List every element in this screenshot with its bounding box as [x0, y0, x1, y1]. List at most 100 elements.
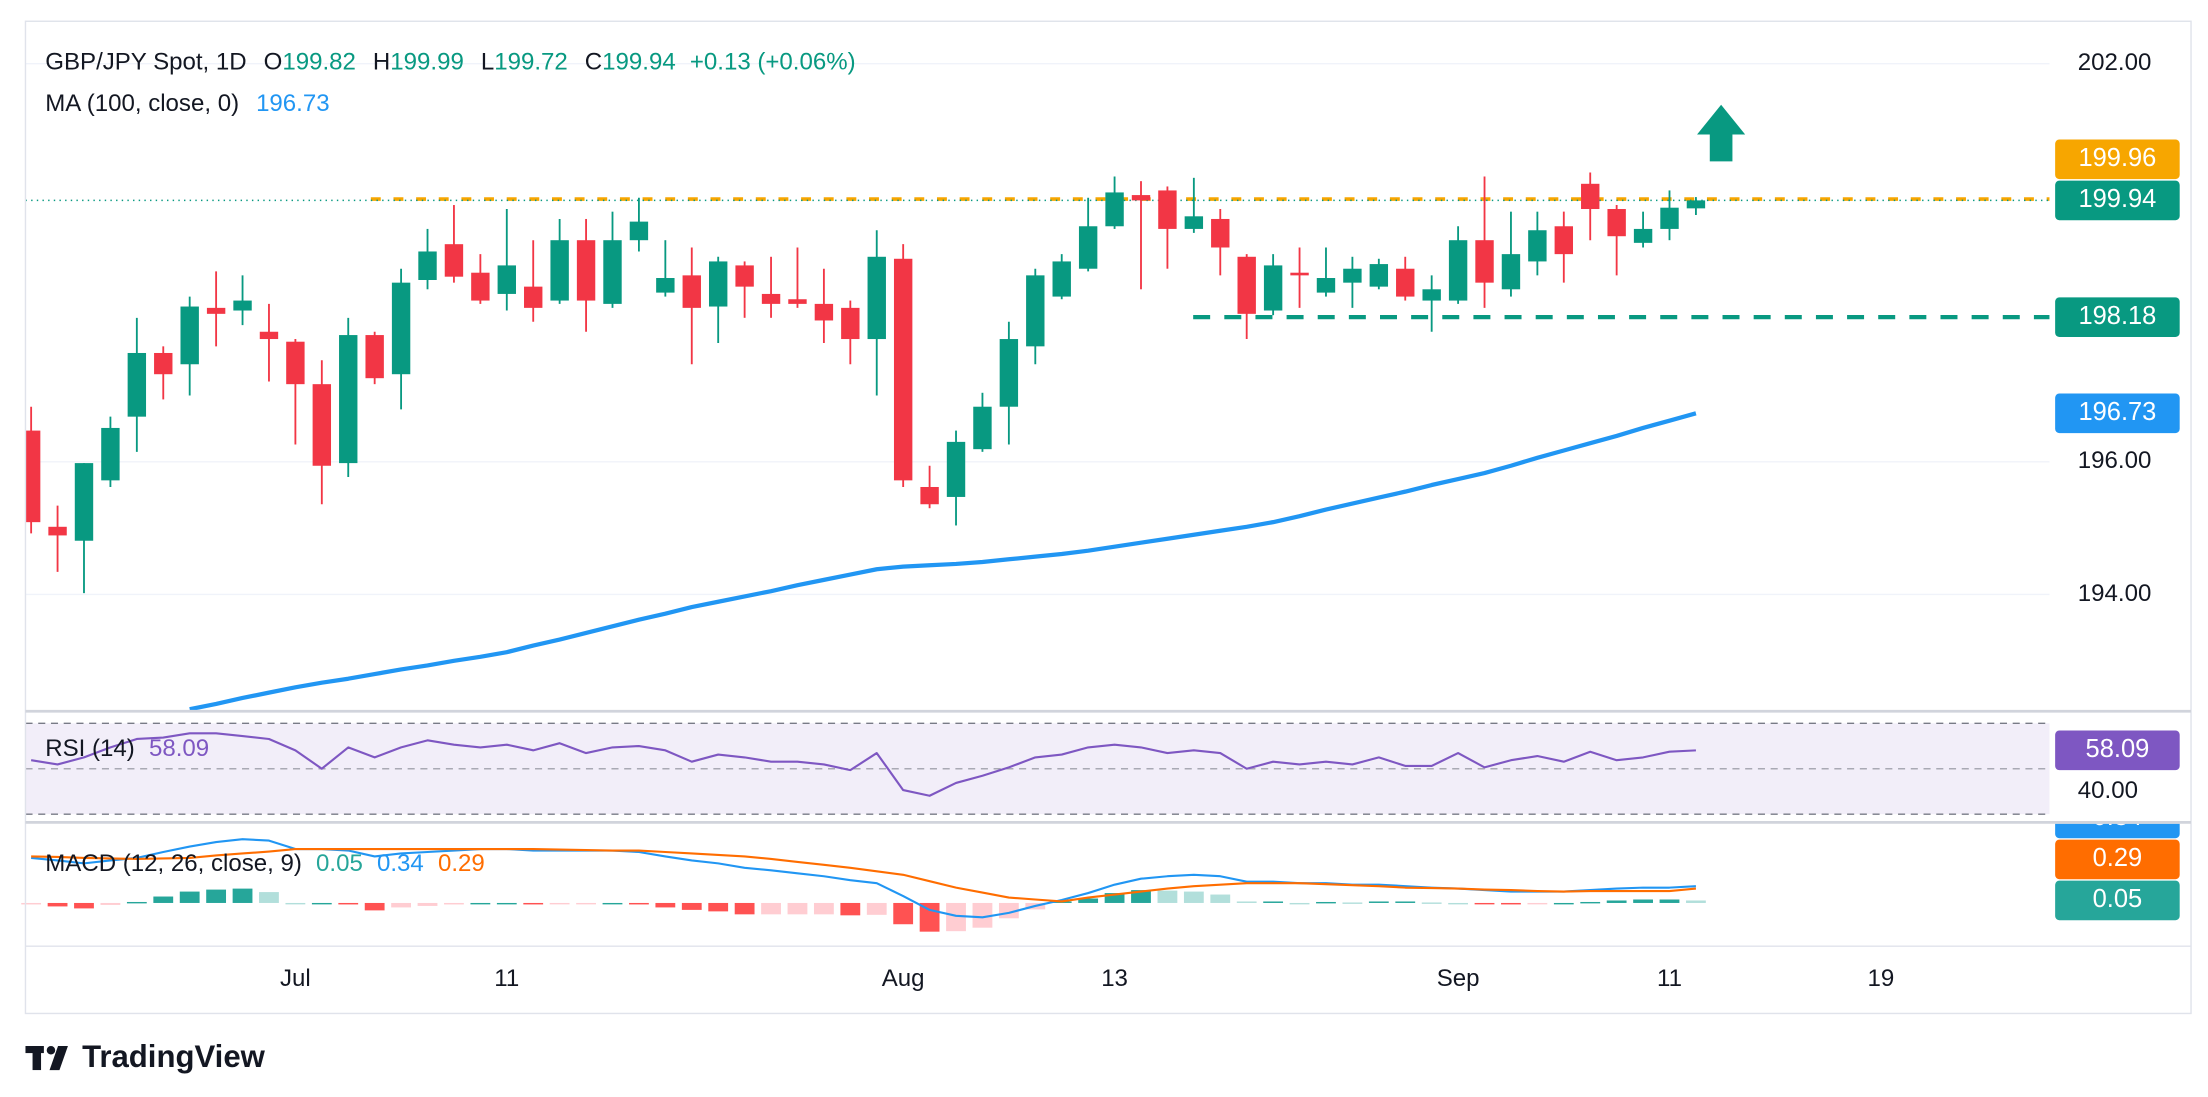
histogram-bar: [100, 902, 121, 905]
ma-badge: 196.73: [2078, 398, 2156, 426]
candle-body: [946, 441, 966, 497]
histogram-bar: [1659, 899, 1680, 903]
logo-part: [32, 1046, 42, 1071]
candle-body: [867, 256, 886, 340]
histogram-bar: [1342, 902, 1363, 904]
histogram-bar: [655, 902, 676, 908]
histogram-bar: [1078, 898, 1099, 903]
candle-body: [841, 307, 860, 340]
histogram-bar: [1553, 902, 1574, 905]
candle-body: [339, 335, 358, 464]
histogram-bar: [259, 892, 279, 903]
histogram-bar: [629, 902, 649, 905]
price-legend: GBP/JPY Spot, 1D O199.82 H199.99 L199.72 C19…: [45, 49, 855, 76]
candle-body: [1131, 195, 1151, 201]
candle-body: [471, 272, 490, 301]
logo-part: [46, 1046, 56, 1055]
candle-body: [999, 339, 1019, 407]
candle-body: [1343, 268, 1362, 283]
price-axis-badges: 199.94 199.96 198.18 196.73: [2055, 139, 2180, 434]
macd-legend: MACD (12, 26, close, 9) 0.05 0.34 0.29: [45, 850, 484, 877]
histogram-bar: [1395, 901, 1416, 903]
open-value: 199.82: [282, 49, 356, 76]
histogram-bar: [391, 902, 411, 908]
candle-body: [1184, 216, 1204, 229]
candle-body: [1158, 190, 1177, 229]
open-label: O: [264, 49, 283, 76]
high-label: H: [373, 49, 390, 76]
x-tick-label: 19: [1868, 965, 1895, 992]
histogram-bar: [206, 889, 227, 903]
low-value: 199.72: [494, 49, 568, 76]
x-tick-label: 13: [1101, 965, 1128, 992]
up-arrow: [1697, 104, 1746, 162]
macd-badge-bg: [2055, 823, 2180, 839]
ma-value: 196.73: [256, 90, 330, 117]
candle-body: [1396, 268, 1415, 297]
histogram-bar: [444, 902, 464, 905]
brand-logo: [25, 1046, 68, 1071]
histogram-bar: [1263, 901, 1284, 903]
histogram-bar: [1448, 902, 1469, 905]
candle-body: [1581, 183, 1600, 210]
macd-name: MACD (12, 26, close, 9): [45, 850, 302, 877]
ma-name: MA (100, close, 0): [45, 90, 239, 117]
candle-body: [1607, 209, 1626, 237]
histogram-bar: [1157, 890, 1178, 903]
histogram-bar: [311, 902, 332, 905]
y-tick-label: 202.00: [2078, 49, 2152, 76]
rsi-badge-bg: [2055, 730, 2180, 771]
candle-body: [1501, 254, 1521, 290]
level-badge-bg: [2055, 139, 2180, 180]
frame: [24, 20, 2192, 1015]
histogram-bar: [813, 902, 834, 915]
macd-value: 0.34: [377, 850, 424, 877]
candle-body: [1052, 261, 1071, 297]
candle-body: [1448, 240, 1468, 301]
macd-axis-badges: 0.34 0.29 0.05: [2055, 803, 2180, 921]
candle-body: [1078, 226, 1098, 269]
candle-body: [920, 486, 939, 505]
histogram-bar: [1236, 901, 1257, 903]
rsi-pane: 40.00 58.09: [25, 722, 2180, 815]
candle-body: [180, 306, 199, 365]
candle-body: [1633, 228, 1653, 243]
histogram-bar: [417, 902, 438, 906]
candle-body: [259, 331, 279, 340]
signal-line: [31, 847, 1697, 903]
histogram-bar: [364, 902, 385, 911]
histogram-bar: [126, 901, 147, 904]
rsi-tick-label: 40.00: [2078, 777, 2138, 804]
histogram-bar: [1501, 902, 1521, 905]
histogram-bar: [549, 902, 570, 905]
histogram-badge: 0.05: [2093, 885, 2143, 913]
histogram-bar: [1368, 901, 1389, 903]
close-label: C: [585, 49, 602, 76]
histogram-bar: [153, 896, 174, 903]
candle-body: [48, 526, 67, 536]
candle-body: [708, 261, 728, 307]
macd-badge: 0.34: [2093, 803, 2143, 831]
candle-body: [603, 240, 622, 304]
histogram-bar: [761, 902, 781, 915]
price-grid: 194.00 196.00 202.00: [25, 49, 2151, 607]
candle-body: [1026, 275, 1045, 347]
histogram-bar: [1633, 899, 1653, 903]
histogram-bar: [285, 902, 306, 905]
candle-body: [154, 352, 173, 375]
histogram-bar: [74, 902, 94, 909]
rsi-line: [30, 732, 1696, 797]
histogram-badge-bg: [2055, 880, 2180, 921]
histogram-bar: [1606, 900, 1627, 903]
layers: 194.00 196.00 202.00 Jul 11 Aug 13 Sep 11 19 199.9…: [21, 49, 2180, 992]
candle-body: [788, 299, 807, 304]
change-value: +0.13 (+0.06%): [690, 49, 856, 76]
candle-body: [576, 240, 596, 301]
y-tick-label: 196.00: [2078, 447, 2152, 474]
x-tick-label: 11: [1657, 965, 1682, 992]
candle-body: [127, 352, 147, 417]
candle-body: [1211, 218, 1230, 248]
candle-body: [1290, 272, 1309, 276]
close-value: 199.94: [602, 49, 676, 76]
